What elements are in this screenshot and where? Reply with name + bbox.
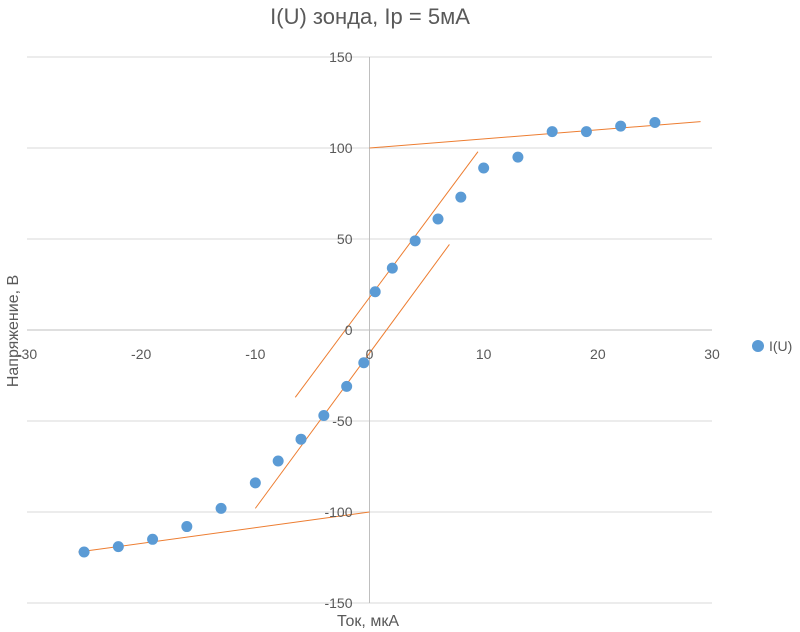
data-point xyxy=(478,162,490,174)
trendline xyxy=(369,121,701,149)
x-tick-label: 0 xyxy=(366,346,374,362)
x-tick-label: -10 xyxy=(245,346,265,362)
data-point xyxy=(318,410,330,422)
trendlines xyxy=(78,121,701,553)
data-point xyxy=(369,286,381,298)
data-point xyxy=(649,117,661,129)
data-point xyxy=(272,455,284,467)
data-point xyxy=(512,151,524,163)
x-tick-label: 20 xyxy=(590,346,606,362)
x-tick-label: 10 xyxy=(476,346,492,362)
legend-marker xyxy=(752,340,764,352)
y-axis-label: Напряжение, В xyxy=(5,275,22,387)
data-point xyxy=(215,502,227,514)
y-tick-label: -100 xyxy=(324,504,352,520)
data-point xyxy=(409,235,421,247)
y-tick-label: 150 xyxy=(329,49,353,65)
data-point xyxy=(341,380,353,392)
y-tick-label: 0 xyxy=(345,322,353,338)
data-point xyxy=(249,477,261,489)
data-point xyxy=(432,213,444,225)
data-point xyxy=(147,533,159,545)
trendline xyxy=(78,511,370,553)
data-point xyxy=(546,126,558,138)
data-point xyxy=(386,262,398,274)
x-tick-label: -30 xyxy=(17,346,37,362)
data-point xyxy=(181,521,193,533)
trendline xyxy=(254,244,450,509)
data-point xyxy=(580,126,592,138)
series-points xyxy=(78,117,661,558)
x-axis-label: Ток, мкА xyxy=(337,613,399,630)
y-tick-label: -150 xyxy=(324,595,352,611)
y-tick-label: 50 xyxy=(337,231,353,247)
data-point xyxy=(78,546,90,558)
x-tick-label: 30 xyxy=(704,346,720,362)
data-point xyxy=(615,120,627,132)
y-tick-label: 100 xyxy=(329,140,353,156)
legend: I(U) xyxy=(752,338,792,354)
data-point xyxy=(295,433,307,445)
y-tick-label: -50 xyxy=(332,413,352,429)
chart-title: I(U) зонда, Iр = 5мА xyxy=(270,4,470,29)
data-point xyxy=(358,357,370,369)
data-point xyxy=(112,541,124,553)
data-point xyxy=(455,191,467,203)
legend-entry: I(U) xyxy=(769,338,792,354)
x-tick-label: -20 xyxy=(131,346,151,362)
trendline xyxy=(294,151,479,398)
axes xyxy=(27,57,712,603)
